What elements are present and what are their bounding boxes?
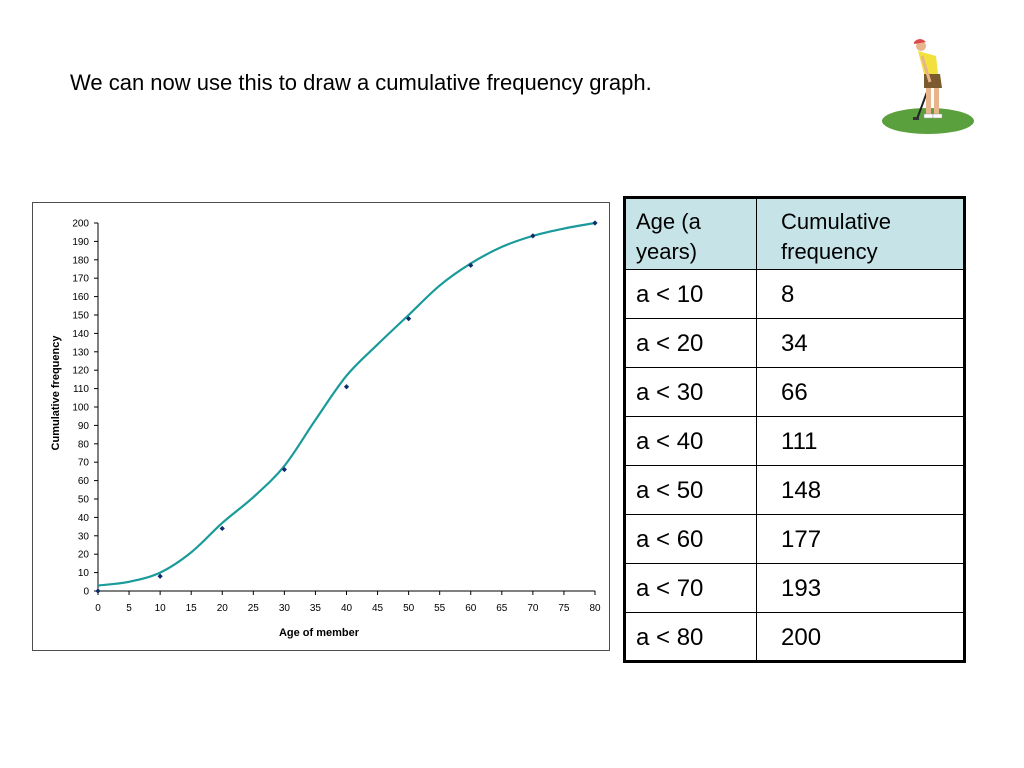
table-row: a < 20 34 — [624, 318, 965, 368]
data-point-marker — [219, 525, 225, 532]
x-tick-label: 15 — [186, 603, 198, 614]
y-tick-label: 90 — [78, 421, 90, 432]
table-row: a < 80 200 — [624, 612, 965, 662]
x-tick-label: 80 — [589, 603, 601, 614]
y-tick-label: 100 — [72, 403, 89, 414]
x-tick-label: 25 — [248, 603, 260, 614]
y-axis-ticks: 0 10 20 30 40 50 60 70 80 90 100 110 120 130 140 150 160… — [72, 219, 98, 598]
x-tick-label: 35 — [310, 603, 322, 614]
y-tick-label: 20 — [78, 550, 90, 561]
x-tick-label: 60 — [465, 603, 477, 614]
data-point-markers — [95, 220, 598, 594]
cf-cell: 177 — [756, 514, 965, 564]
y-tick-label: 10 — [78, 568, 90, 579]
cumulative-frequency-table: Age (a years) Cumulative frequency a < 1… — [623, 196, 966, 663]
slide-heading: We can now use this to draw a cumulative… — [70, 70, 652, 95]
age-cell: a < 60 — [624, 514, 757, 564]
cf-cell: 8 — [756, 269, 965, 319]
x-tick-label: 40 — [341, 603, 353, 614]
x-tick-label: 45 — [372, 603, 384, 614]
age-column-header: Age (a years) — [624, 197, 757, 270]
x-tick-label: 70 — [527, 603, 539, 614]
x-tick-label: 55 — [434, 603, 446, 614]
y-tick-label: 50 — [78, 495, 90, 506]
age-cell: a < 50 — [624, 465, 757, 515]
x-axis-ticks: 0 5 10 15 20 25 30 35 40 45 50 55 60 65 70 75 80 — [95, 591, 601, 614]
data-point-marker — [157, 573, 163, 579]
age-cell: a < 80 — [624, 612, 757, 662]
y-tick-label: 150 — [72, 311, 89, 322]
data-point-marker — [95, 588, 101, 594]
age-cell: a < 40 — [624, 416, 757, 466]
x-tick-label: 50 — [403, 603, 415, 614]
x-tick-label: 10 — [155, 603, 167, 614]
y-tick-label: 180 — [72, 255, 89, 266]
y-tick-label: 160 — [72, 292, 89, 303]
y-tick-label: 80 — [78, 439, 90, 450]
x-tick-label: 30 — [279, 603, 291, 614]
data-point-marker — [343, 384, 350, 390]
y-axis-label: Cumulative frequency — [50, 335, 62, 451]
data-point-marker — [530, 233, 536, 239]
y-tick-label: 30 — [78, 531, 90, 542]
table-row: a < 40 111 — [624, 416, 965, 466]
cf-cell: 66 — [756, 367, 965, 417]
cf-cell: 193 — [756, 563, 965, 613]
age-cell: a < 30 — [624, 367, 757, 417]
y-tick-label: 170 — [72, 274, 89, 285]
golfer-icon — [882, 39, 974, 134]
cumulative-frequency-curve — [97, 221, 596, 587]
table-row: a < 50 148 — [624, 465, 965, 515]
table-row: a < 70 193 — [624, 563, 965, 613]
y-tick-label: 40 — [78, 513, 90, 524]
x-tick-label: 65 — [496, 603, 508, 614]
data-point-marker — [281, 466, 287, 473]
x-tick-label: 0 — [95, 603, 101, 614]
cf-cell: 111 — [756, 416, 965, 466]
age-cell: a < 20 — [624, 318, 757, 368]
y-tick-label: 200 — [72, 219, 89, 230]
y-tick-label: 140 — [72, 329, 89, 340]
data-point-marker — [468, 262, 474, 268]
data-point-marker — [406, 316, 412, 322]
data-point-marker — [592, 220, 598, 226]
y-tick-label: 60 — [78, 476, 90, 487]
table-header-row: Age (a years) Cumulative frequency — [624, 197, 965, 270]
age-cell: a < 70 — [624, 563, 757, 613]
y-tick-label: 130 — [72, 347, 89, 358]
cf-cell: 34 — [756, 318, 965, 368]
cf-cell: 200 — [756, 612, 965, 662]
cf-column-header: Cumulative frequency — [756, 197, 965, 270]
age-cell: a < 10 — [624, 269, 757, 319]
x-tick-label: 20 — [217, 603, 229, 614]
table-row: a < 30 66 — [624, 367, 965, 417]
x-tick-label: 75 — [558, 603, 570, 614]
y-tick-label: 120 — [72, 366, 89, 377]
cf-cell: 148 — [756, 465, 965, 515]
x-axis-label: Age of member — [279, 627, 360, 639]
cumulative-frequency-chart: 0102030405060708090100110120130140150160… — [50, 219, 601, 640]
x-tick-label: 5 — [126, 603, 132, 614]
y-tick-label: 110 — [73, 384, 89, 395]
putting-green — [882, 108, 974, 134]
table-row: a < 10 8 — [624, 269, 965, 319]
y-tick-label: 70 — [78, 458, 90, 469]
y-tick-label: 190 — [72, 237, 89, 248]
chart-frame: 0 10 20 30 40 50 60 70 80 90 100 110 120 130 140 150 160… — [32, 202, 610, 651]
table-row: a < 60 177 — [624, 514, 965, 564]
y-tick-label: 0 — [83, 587, 89, 598]
